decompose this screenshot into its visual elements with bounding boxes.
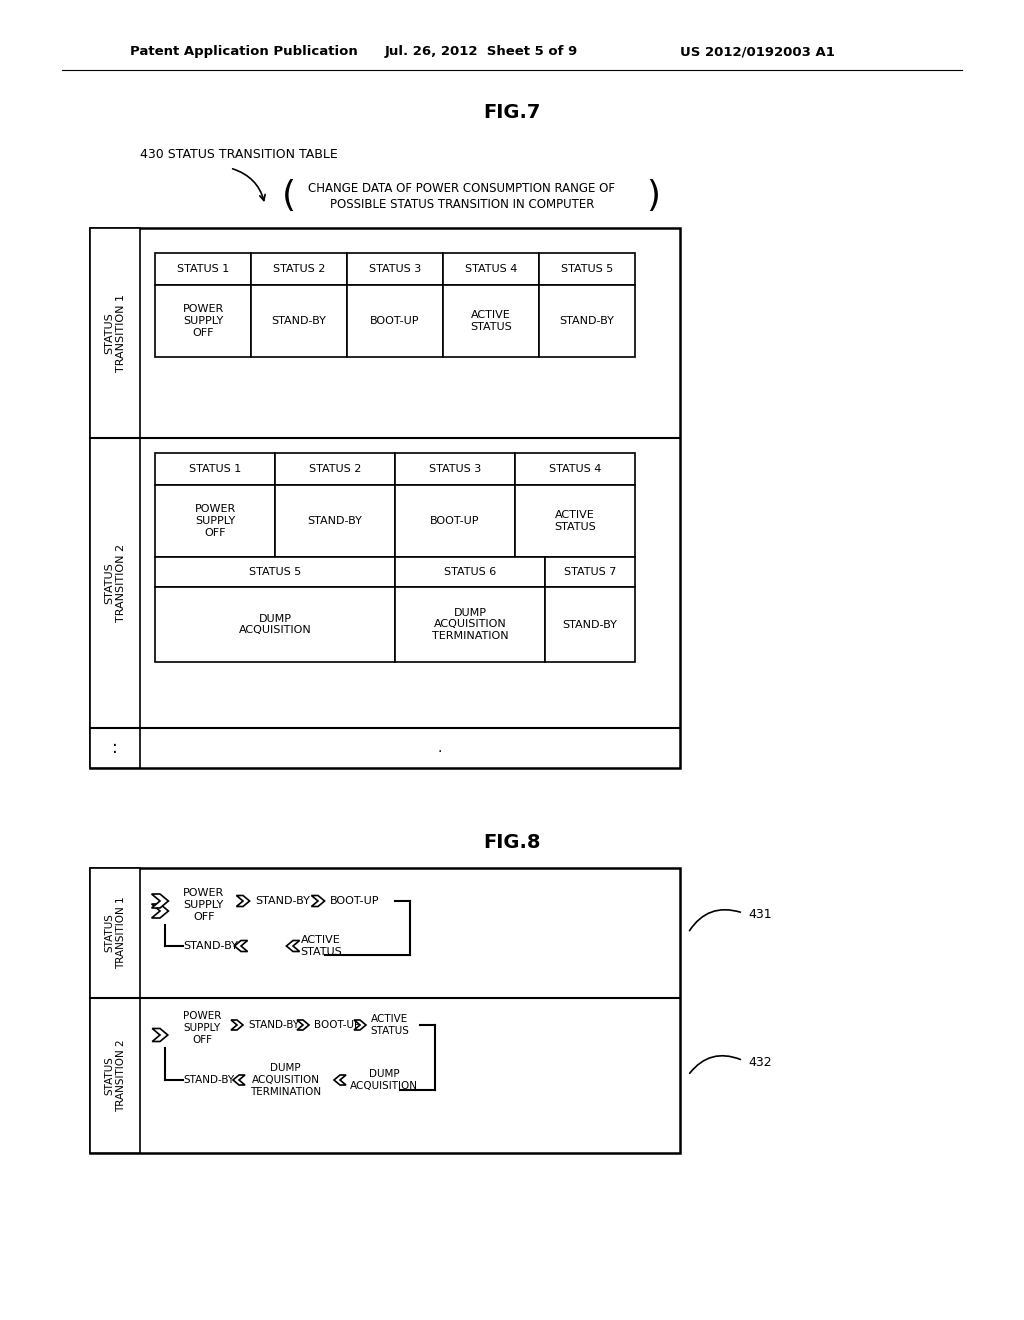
Text: STATUS 1: STATUS 1 xyxy=(177,264,229,275)
Polygon shape xyxy=(311,895,325,907)
Bar xyxy=(155,453,275,484)
Text: .: . xyxy=(438,741,442,755)
Text: STATUS 5: STATUS 5 xyxy=(561,264,613,275)
Text: POWER
SUPPLY
OFF: POWER SUPPLY OFF xyxy=(195,504,236,537)
Text: STATUS 2: STATUS 2 xyxy=(309,465,361,474)
Bar xyxy=(395,587,545,663)
Bar xyxy=(155,253,251,285)
Polygon shape xyxy=(234,940,248,952)
Bar xyxy=(90,228,680,768)
Text: BOOT-UP: BOOT-UP xyxy=(371,315,420,326)
Bar xyxy=(545,587,635,663)
Polygon shape xyxy=(334,1074,346,1085)
Text: POSSIBLE STATUS TRANSITION IN COMPUTER: POSSIBLE STATUS TRANSITION IN COMPUTER xyxy=(330,198,594,210)
Polygon shape xyxy=(231,1020,243,1030)
Bar xyxy=(395,484,515,557)
Text: (: ( xyxy=(282,180,296,213)
Bar xyxy=(90,869,140,998)
Polygon shape xyxy=(297,1020,309,1030)
Bar xyxy=(155,484,275,557)
Text: BOOT-UP: BOOT-UP xyxy=(430,516,480,525)
Text: STAND-BY: STAND-BY xyxy=(248,1020,299,1030)
Polygon shape xyxy=(152,894,168,908)
Text: STAND-BY: STAND-BY xyxy=(559,315,614,326)
Polygon shape xyxy=(152,904,168,917)
Polygon shape xyxy=(233,1074,245,1085)
Bar xyxy=(347,253,443,285)
Text: STAND-BY: STAND-BY xyxy=(183,1074,234,1085)
Text: STATUS
TRANSITION 1: STATUS TRANSITION 1 xyxy=(104,294,126,372)
Text: Jul. 26, 2012  Sheet 5 of 9: Jul. 26, 2012 Sheet 5 of 9 xyxy=(385,45,579,58)
Bar xyxy=(443,253,539,285)
Bar xyxy=(90,998,140,1152)
Text: FIG.8: FIG.8 xyxy=(483,833,541,853)
Text: US 2012/0192003 A1: US 2012/0192003 A1 xyxy=(680,45,835,58)
Polygon shape xyxy=(153,1028,168,1041)
Bar xyxy=(155,557,395,587)
Text: BOOT-UP: BOOT-UP xyxy=(330,896,380,906)
Text: DUMP
ACQUISITION: DUMP ACQUISITION xyxy=(239,614,311,635)
Polygon shape xyxy=(287,940,300,952)
Bar xyxy=(275,484,395,557)
Text: STATUS
TRANSITION 2: STATUS TRANSITION 2 xyxy=(104,1039,126,1111)
Polygon shape xyxy=(354,1020,366,1030)
Text: ACTIVE
STATUS: ACTIVE STATUS xyxy=(300,935,342,957)
Text: STATUS
TRANSITION 1: STATUS TRANSITION 1 xyxy=(104,896,126,969)
Text: :: : xyxy=(112,739,118,756)
Text: STATUS 2: STATUS 2 xyxy=(272,264,326,275)
Bar xyxy=(155,587,395,663)
Text: 431: 431 xyxy=(748,908,772,921)
Text: STAND-BY: STAND-BY xyxy=(307,516,362,525)
Text: STAND-BY: STAND-BY xyxy=(255,896,310,906)
Bar xyxy=(443,285,539,356)
Text: STATUS 4: STATUS 4 xyxy=(549,465,601,474)
Text: STATUS
TRANSITION 2: STATUS TRANSITION 2 xyxy=(104,544,126,622)
Bar xyxy=(515,453,635,484)
Text: STATUS 1: STATUS 1 xyxy=(188,465,241,474)
Bar xyxy=(275,453,395,484)
Bar xyxy=(90,869,680,1152)
Text: DUMP
ACQUISITION: DUMP ACQUISITION xyxy=(350,1069,418,1090)
Bar xyxy=(515,484,635,557)
Text: STATUS 3: STATUS 3 xyxy=(429,465,481,474)
Bar xyxy=(395,557,545,587)
Bar xyxy=(539,253,635,285)
Bar xyxy=(251,253,347,285)
Bar xyxy=(90,438,140,729)
Text: DUMP
ACQUISITION
TERMINATION: DUMP ACQUISITION TERMINATION xyxy=(250,1064,322,1097)
Text: STATUS 6: STATUS 6 xyxy=(443,568,496,577)
Text: STATUS 4: STATUS 4 xyxy=(465,264,517,275)
Text: STAND-BY: STAND-BY xyxy=(271,315,327,326)
Text: 430 STATUS TRANSITION TABLE: 430 STATUS TRANSITION TABLE xyxy=(140,149,338,161)
Text: POWER
SUPPLY
OFF: POWER SUPPLY OFF xyxy=(183,1011,221,1044)
Bar xyxy=(90,228,140,438)
Text: FIG.7: FIG.7 xyxy=(483,103,541,121)
Text: ACTIVE
STATUS: ACTIVE STATUS xyxy=(470,310,512,331)
Bar xyxy=(90,729,140,768)
Text: STAND-BY: STAND-BY xyxy=(562,619,617,630)
Text: STATUS 7: STATUS 7 xyxy=(564,568,616,577)
Polygon shape xyxy=(237,895,250,907)
Text: STAND-BY: STAND-BY xyxy=(183,941,238,950)
Text: DUMP
ACQUISITION
TERMINATION: DUMP ACQUISITION TERMINATION xyxy=(432,609,508,642)
Text: POWER
SUPPLY
OFF: POWER SUPPLY OFF xyxy=(183,888,224,921)
Text: CHANGE DATA OF POWER CONSUMPTION RANGE OF: CHANGE DATA OF POWER CONSUMPTION RANGE O… xyxy=(308,182,615,195)
Text: Patent Application Publication: Patent Application Publication xyxy=(130,45,357,58)
Bar xyxy=(545,557,635,587)
Text: ACTIVE
STATUS: ACTIVE STATUS xyxy=(554,511,596,532)
Bar xyxy=(395,453,515,484)
Text: ): ) xyxy=(646,180,660,213)
Bar xyxy=(347,285,443,356)
Bar xyxy=(251,285,347,356)
Text: 432: 432 xyxy=(748,1056,772,1069)
Text: STATUS 5: STATUS 5 xyxy=(249,568,301,577)
Text: POWER
SUPPLY
OFF: POWER SUPPLY OFF xyxy=(182,305,223,338)
Bar xyxy=(155,285,251,356)
Text: ACTIVE
STATUS: ACTIVE STATUS xyxy=(370,1014,409,1036)
Bar xyxy=(539,285,635,356)
Text: BOOT-UP: BOOT-UP xyxy=(314,1020,360,1030)
Text: STATUS 3: STATUS 3 xyxy=(369,264,421,275)
